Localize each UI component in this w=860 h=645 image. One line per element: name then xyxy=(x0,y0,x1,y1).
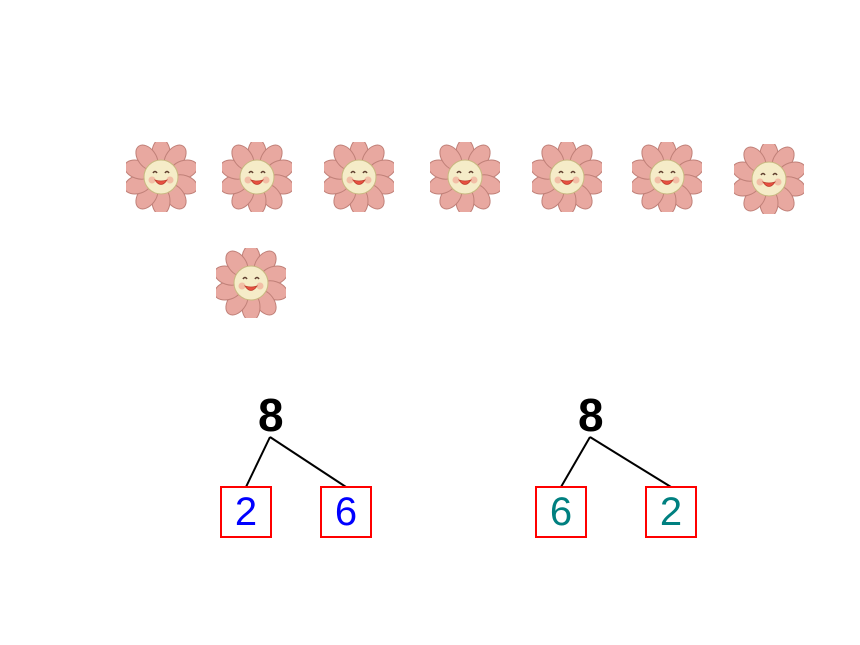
bond-line xyxy=(269,436,346,488)
flower-icon xyxy=(734,144,804,214)
bond-part-value: 6 xyxy=(550,490,572,535)
flower-icon xyxy=(430,142,500,212)
bond-part-value: 2 xyxy=(660,490,682,535)
bond-line xyxy=(589,436,671,488)
flower-icon xyxy=(126,142,196,212)
bond-line xyxy=(245,437,271,488)
flower-icon xyxy=(632,142,702,212)
flower-icon xyxy=(222,142,292,212)
bond-part-value: 6 xyxy=(335,490,357,535)
bond-part-box: 6 xyxy=(535,486,587,538)
bond-total: 8 xyxy=(258,388,284,442)
bond-total: 8 xyxy=(578,388,604,442)
bond-part-box: 2 xyxy=(645,486,697,538)
flower-icon xyxy=(532,142,602,212)
number-bond: 8 2 6 xyxy=(170,388,370,558)
number-bond: 8 6 2 xyxy=(490,388,690,558)
bond-line xyxy=(560,436,591,487)
flower-icon xyxy=(216,248,286,318)
bond-part-box: 6 xyxy=(320,486,372,538)
bond-part-value: 2 xyxy=(235,490,257,535)
flower-icon xyxy=(324,142,394,212)
bond-part-box: 2 xyxy=(220,486,272,538)
